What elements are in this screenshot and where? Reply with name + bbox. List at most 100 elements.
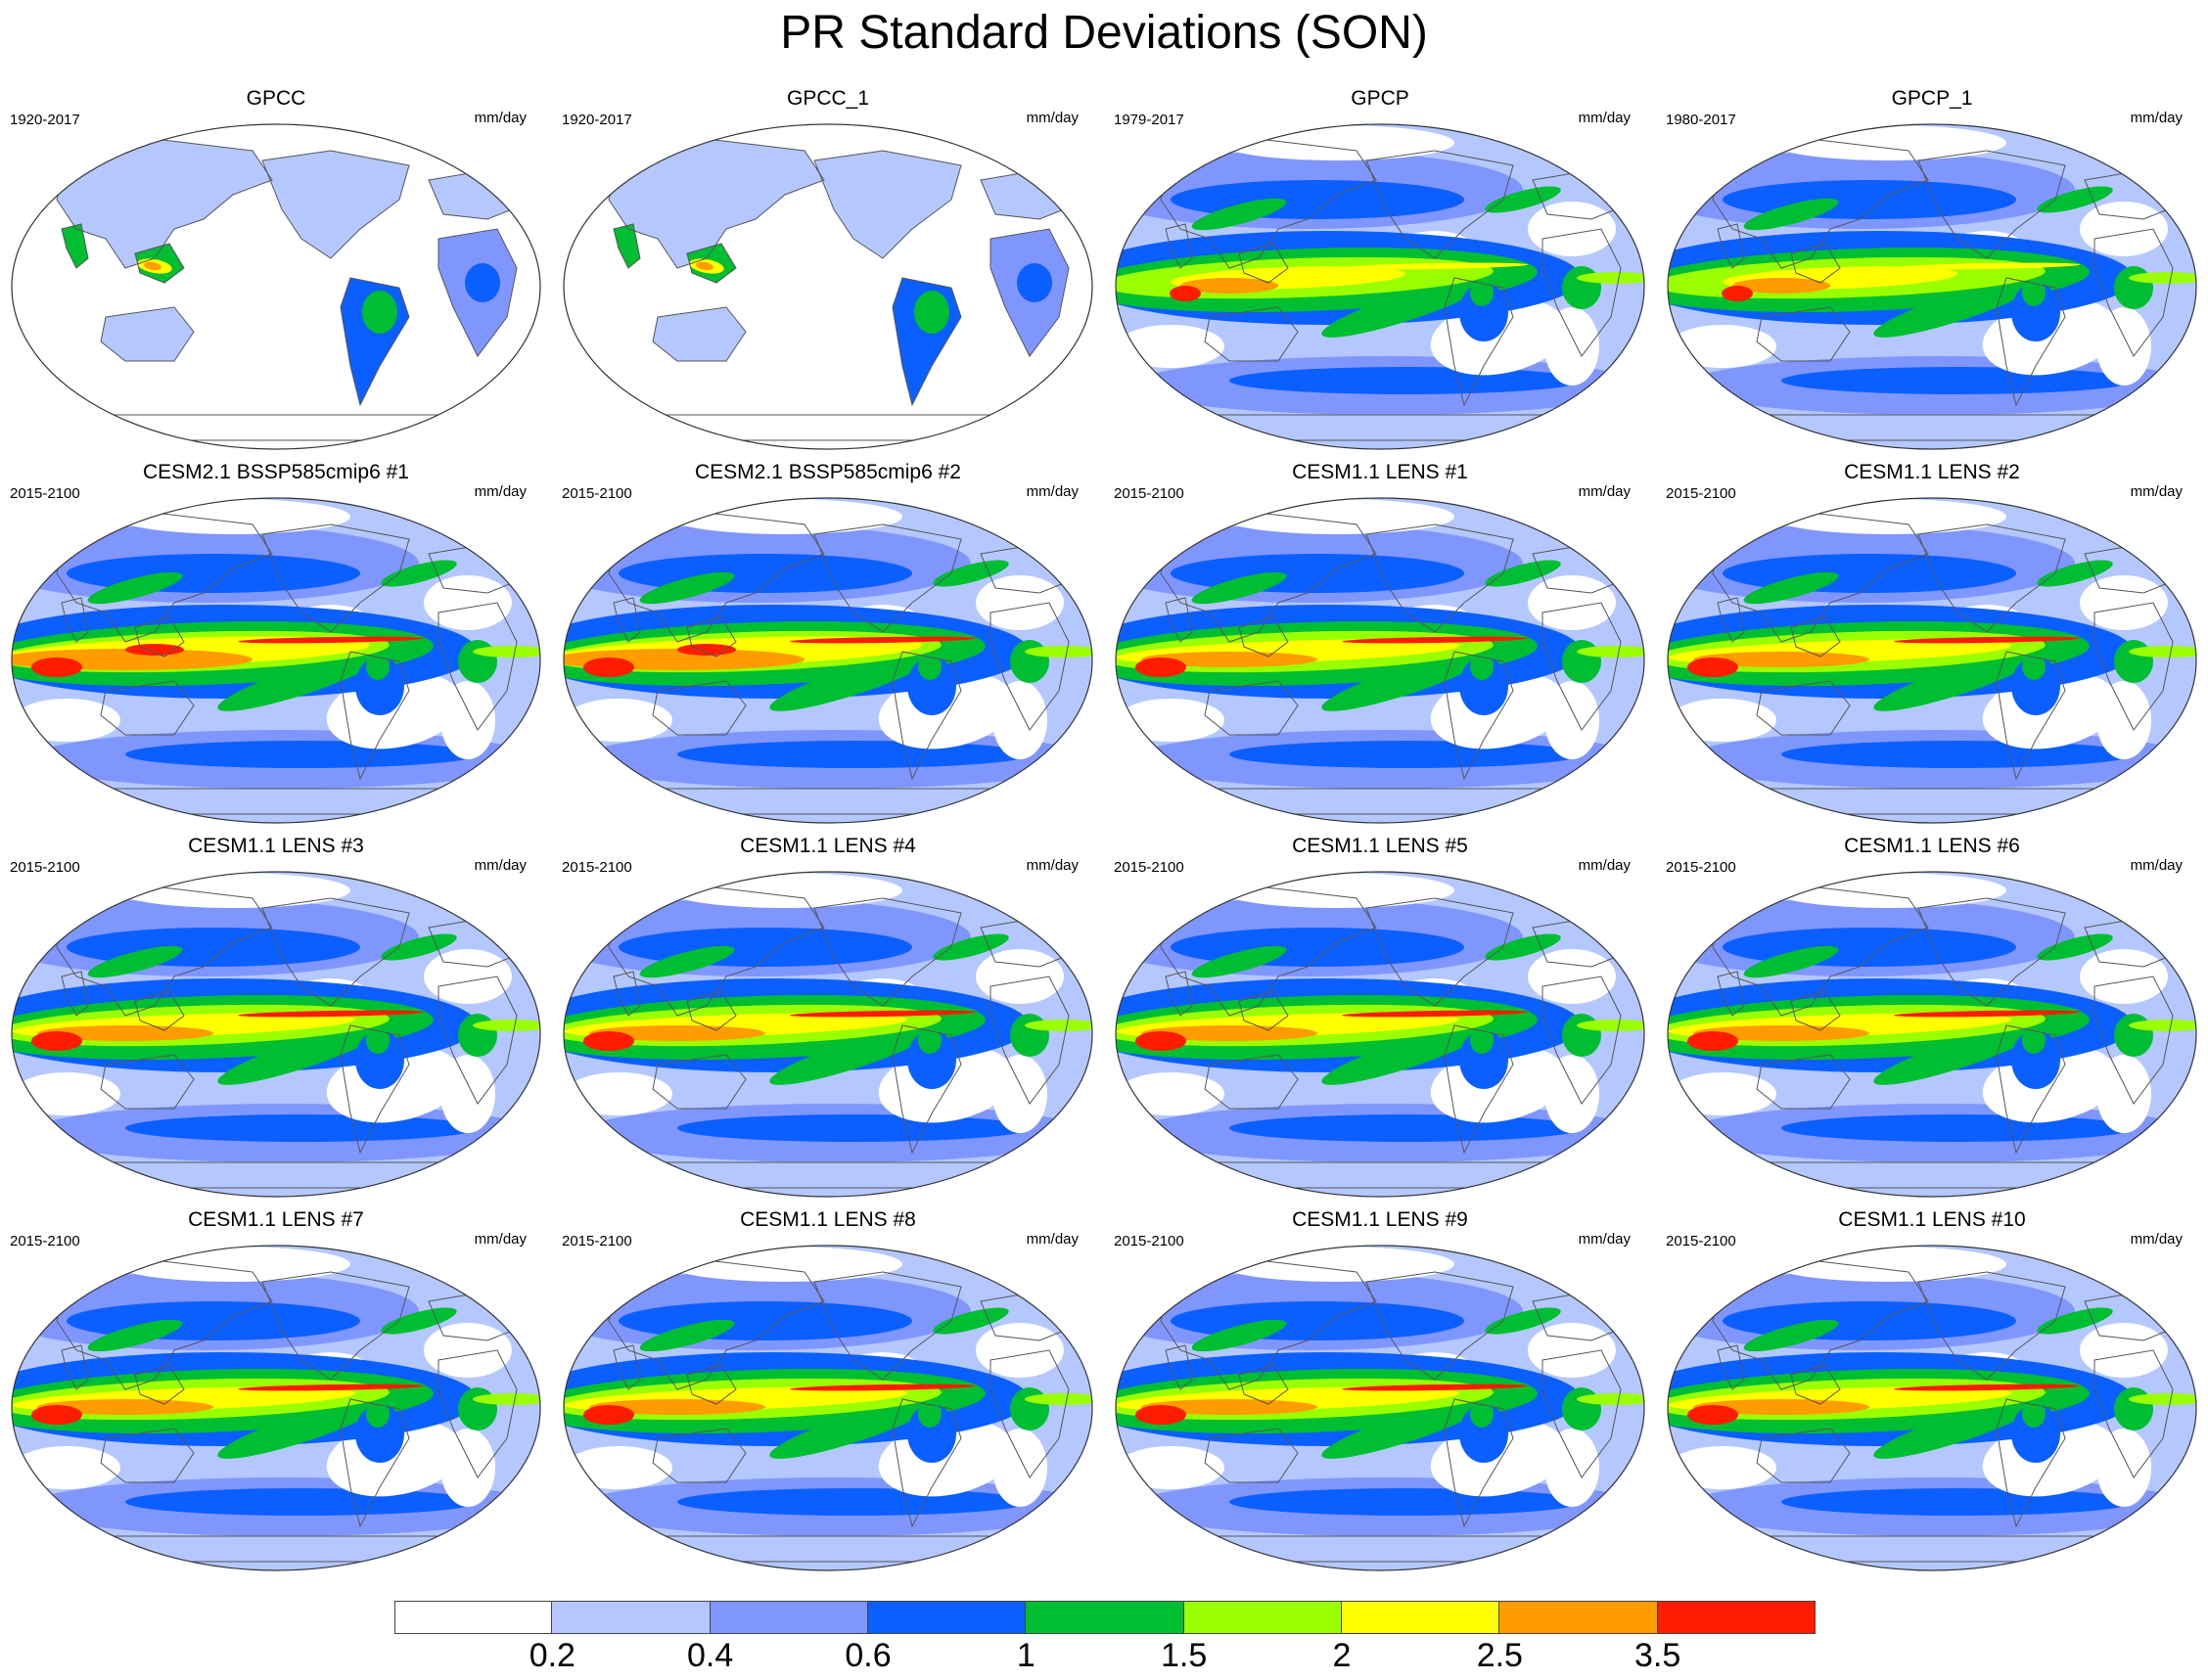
- spcz-green: [1321, 1398, 1490, 1459]
- sh-band: [677, 1114, 1030, 1142]
- itcz-orange: [37, 1025, 213, 1041]
- west-pacific-peak: [31, 1405, 82, 1425]
- colorbar-tick-label: 2.5: [1476, 1637, 1523, 1674]
- africa-green: [458, 1387, 497, 1430]
- amazon-green: [2022, 279, 2046, 306]
- central-africa: [1017, 263, 1052, 302]
- s-atlantic-dry: [992, 1429, 1047, 1507]
- coastline-samerica: [1996, 651, 2066, 781]
- land-fill-australia: [653, 307, 746, 361]
- amazon-high: [914, 291, 949, 334]
- coastline-samerica: [340, 1024, 410, 1155]
- coastline-asia: [56, 512, 273, 643]
- amazon-green: [366, 1026, 390, 1054]
- coastline-india: [613, 597, 641, 643]
- panel-title: CESM1.1 LENS #1: [1292, 461, 1468, 483]
- panel-period: 1920-2017: [10, 112, 80, 128]
- sh-band: [125, 741, 478, 768]
- panel-title: CESM1.1 LENS #8: [740, 1208, 916, 1231]
- west-pacific-peak: [1687, 1405, 1738, 1425]
- spcz-green: [1873, 1024, 2042, 1085]
- colorbar: [394, 1601, 1816, 1634]
- coastline-africa: [437, 602, 518, 731]
- atlantic-itcz: [1577, 1393, 1644, 1405]
- west-pacific-peak: [31, 658, 82, 677]
- s-atlantic-dry: [2096, 1055, 2151, 1133]
- itcz-eastern-ribbon: [1894, 1384, 2080, 1391]
- amazon-green: [918, 1026, 942, 1054]
- panel-title: CESM2.1 BSSP585cmip6 #1: [143, 461, 409, 483]
- indian-dry: [13, 699, 120, 742]
- indo-peak: [677, 644, 736, 656]
- indian-dry: [565, 699, 672, 742]
- coastline-australia: [1204, 1428, 1299, 1483]
- panel-title: GPCC_1: [786, 87, 870, 110]
- coastline-asia: [608, 1259, 825, 1390]
- colorbar-swatch: [1657, 1601, 1816, 1634]
- west-pacific-peak: [583, 1405, 634, 1425]
- coastline-namerica: [813, 150, 962, 259]
- world-map: [11, 497, 541, 824]
- kuroshio-green: [639, 1319, 735, 1352]
- colorbar-tick-label: 1: [1016, 1637, 1035, 1674]
- indian-dry: [1669, 699, 1776, 742]
- spcz-green: [769, 651, 938, 711]
- gulf-stream-green: [1485, 1307, 1561, 1335]
- s-atlantic-dry: [992, 681, 1047, 759]
- coastline-asia: [608, 138, 825, 269]
- world-map: [563, 1245, 1093, 1571]
- coastline-africa: [437, 976, 518, 1105]
- panel-title: CESM1.1 LENS #9: [1292, 1208, 1468, 1231]
- s-atlantic-dry: [1544, 1429, 1599, 1507]
- atlantic-dry: [1528, 1323, 1616, 1378]
- map-border: [1115, 1245, 1645, 1571]
- coastline-samerica: [1444, 1024, 1514, 1155]
- s-atlantic-dry: [440, 681, 495, 759]
- kuroshio-green: [87, 571, 183, 605]
- atlantic-itcz: [1577, 1020, 1644, 1031]
- arctic-dry: [115, 873, 350, 908]
- map-border: [1115, 123, 1645, 450]
- maritime-continent-peak: [144, 261, 161, 271]
- world-map: [1115, 123, 1645, 450]
- s-atlantic-dry: [2096, 307, 2151, 386]
- gulf-stream-green: [2037, 186, 2113, 213]
- coastline-seasia: [1238, 990, 1289, 1031]
- sh-band: [1781, 367, 2134, 394]
- panel-period: 2015-2100: [10, 485, 80, 502]
- panel-period: 2015-2100: [562, 859, 632, 876]
- panel-units: mm/day: [1026, 1231, 1079, 1248]
- spcz-green: [769, 1024, 938, 1085]
- coastline-australia: [1756, 1428, 1851, 1483]
- coastline-namerica: [1917, 523, 2066, 633]
- map-panel: GPCC_1 1920-2017 mm/day: [552, 86, 1104, 458]
- kuroshio-green: [639, 945, 735, 978]
- sh-band: [677, 741, 1030, 768]
- coastline-namerica: [813, 1271, 962, 1381]
- coastline-africa: [437, 1349, 518, 1478]
- west-pacific-peak: [1135, 1405, 1186, 1425]
- atlantic-itcz: [1025, 1393, 1092, 1405]
- spcz-green: [217, 651, 386, 711]
- map-panel: CESM1.1 LENS #2 2015-2100 mm/day: [1656, 460, 2208, 832]
- atlantic-itcz: [1025, 646, 1092, 658]
- spcz-green: [1321, 277, 1490, 338]
- precip-field: [1668, 124, 2196, 449]
- panel-period: 2015-2100: [10, 859, 80, 876]
- coastline-seasia: [1238, 1364, 1289, 1405]
- coastline-seasia: [686, 1364, 737, 1405]
- itcz-orange: [1693, 652, 1869, 667]
- coastline-samerica: [1996, 1398, 2066, 1528]
- panel-period: 1920-2017: [562, 112, 632, 128]
- arctic-dry: [1771, 873, 2006, 908]
- coastline-africa: [1541, 1349, 1622, 1478]
- sh-band: [125, 1114, 478, 1142]
- africa-green: [1010, 1387, 1049, 1430]
- africa-green: [2114, 1014, 2153, 1057]
- precip-field: [1116, 498, 1644, 823]
- west-pacific-peak: [1687, 1031, 1738, 1051]
- coastline-samerica: [340, 651, 410, 781]
- coastline-australia: [1204, 1054, 1299, 1110]
- map-panel: CESM1.1 LENS #7 2015-2100 mm/day: [0, 1207, 552, 1579]
- gulf-stream-green: [381, 933, 457, 961]
